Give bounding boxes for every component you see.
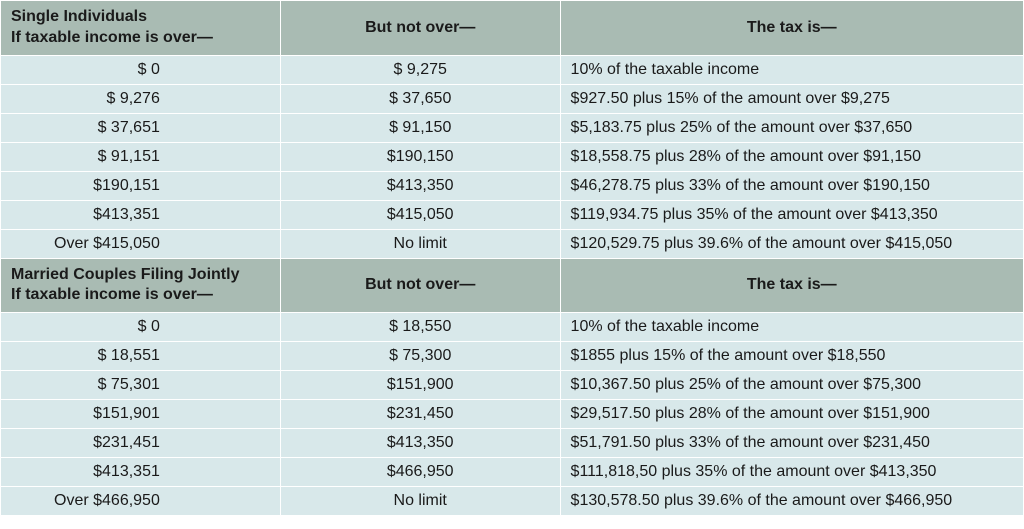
over-value: Over $466,950 [54, 492, 160, 510]
table-row: $ 37,651 $ 91,150 $5,183.75 plus 25% of … [1, 113, 1024, 142]
cell-tax: $120,529.75 plus 39.6% of the amount ove… [560, 229, 1023, 258]
cell-over: $ 91,151 [1, 142, 281, 171]
section-title-cell: Married Couples Filing Jointly If taxabl… [1, 258, 281, 313]
section-title-line1: Single Individuals [11, 8, 147, 25]
cell-notover: $151,900 [280, 371, 560, 400]
cell-tax: $119,934.75 plus 35% of the amount over … [560, 200, 1023, 229]
section-title-line2: If taxable income is over— [11, 286, 213, 303]
cell-notover: $ 75,300 [280, 342, 560, 371]
cell-tax: $5,183.75 plus 25% of the amount over $3… [560, 113, 1023, 142]
cell-over: $ 18,551 [1, 342, 281, 371]
cell-tax: $10,367.50 plus 25% of the amount over $… [560, 371, 1023, 400]
cell-notover: No limit [280, 229, 560, 258]
col-notover-header: But not over— [280, 258, 560, 313]
table-row: $151,901 $231,450 $29,517.50 plus 28% of… [1, 400, 1024, 429]
cell-over: $ 9,276 [1, 84, 281, 113]
cell-tax: $927.50 plus 15% of the amount over $9,2… [560, 84, 1023, 113]
col-tax-header: The tax is— [560, 258, 1023, 313]
over-value: Over $415,050 [54, 235, 160, 253]
over-value: $231,451 [93, 434, 160, 452]
table-row: $ 0 $ 18,550 10% of the taxable income [1, 313, 1024, 342]
cell-over: $ 37,651 [1, 113, 281, 142]
cell-tax: $51,791.50 plus 33% of the amount over $… [560, 429, 1023, 458]
cell-over: Over $415,050 [1, 229, 281, 258]
cell-over: $151,901 [1, 400, 281, 429]
cell-notover: $231,450 [280, 400, 560, 429]
table-row: Over $415,050 No limit $120,529.75 plus … [1, 229, 1024, 258]
col-tax-header: The tax is— [560, 1, 1023, 56]
cell-notover: $ 9,275 [280, 55, 560, 84]
cell-over: $413,351 [1, 200, 281, 229]
cell-tax: 10% of the taxable income [560, 55, 1023, 84]
table-row: $ 0 $ 9,275 10% of the taxable income [1, 55, 1024, 84]
tax-brackets-table: Single Individuals If taxable income is … [0, 0, 1024, 516]
over-value: $151,901 [93, 405, 160, 423]
over-value: $ 0 [138, 61, 160, 79]
cell-over: $ 0 [1, 55, 281, 84]
cell-notover: $415,050 [280, 200, 560, 229]
over-value: $413,351 [93, 463, 160, 481]
over-value: $ 91,151 [98, 148, 160, 166]
cell-tax: 10% of the taxable income [560, 313, 1023, 342]
table-row: $190,151 $413,350 $46,278.75 plus 33% of… [1, 171, 1024, 200]
cell-notover: $ 91,150 [280, 113, 560, 142]
cell-notover: No limit [280, 487, 560, 516]
cell-over: $231,451 [1, 429, 281, 458]
section-title-line2: If taxable income is over— [11, 29, 213, 46]
cell-notover: $413,350 [280, 171, 560, 200]
cell-notover: $ 18,550 [280, 313, 560, 342]
cell-tax: $111,818,50 plus 35% of the amount over … [560, 458, 1023, 487]
table-row: $ 9,276 $ 37,650 $927.50 plus 15% of the… [1, 84, 1024, 113]
cell-notover: $190,150 [280, 142, 560, 171]
section-header-row: Married Couples Filing Jointly If taxabl… [1, 258, 1024, 313]
cell-tax: $29,517.50 plus 28% of the amount over $… [560, 400, 1023, 429]
cell-over: $ 75,301 [1, 371, 281, 400]
over-value: $ 0 [138, 318, 160, 336]
table-body: Single Individuals If taxable income is … [1, 1, 1024, 516]
table-row: Over $466,950 No limit $130,578.50 plus … [1, 487, 1024, 516]
over-value: $ 9,276 [106, 90, 159, 108]
table-row: $413,351 $415,050 $119,934.75 plus 35% o… [1, 200, 1024, 229]
cell-over: $ 0 [1, 313, 281, 342]
cell-over: $190,151 [1, 171, 281, 200]
over-value: $ 75,301 [98, 376, 160, 394]
cell-over: Over $466,950 [1, 487, 281, 516]
table-row: $ 91,151 $190,150 $18,558.75 plus 28% of… [1, 142, 1024, 171]
table-row: $ 18,551 $ 75,300 $1855 plus 15% of the … [1, 342, 1024, 371]
cell-notover: $ 37,650 [280, 84, 560, 113]
cell-over: $413,351 [1, 458, 281, 487]
table-row: $ 75,301 $151,900 $10,367.50 plus 25% of… [1, 371, 1024, 400]
over-value: $413,351 [93, 206, 160, 224]
section-title-line1: Married Couples Filing Jointly [11, 266, 239, 283]
section-title-cell: Single Individuals If taxable income is … [1, 1, 281, 56]
col-notover-header: But not over— [280, 1, 560, 56]
cell-notover: $466,950 [280, 458, 560, 487]
table-row: $413,351 $466,950 $111,818,50 plus 35% o… [1, 458, 1024, 487]
table-row: $231,451 $413,350 $51,791.50 plus 33% of… [1, 429, 1024, 458]
over-value: $ 18,551 [98, 347, 160, 365]
cell-tax: $1855 plus 15% of the amount over $18,55… [560, 342, 1023, 371]
over-value: $ 37,651 [98, 119, 160, 137]
cell-tax: $46,278.75 plus 33% of the amount over $… [560, 171, 1023, 200]
cell-tax: $18,558.75 plus 28% of the amount over $… [560, 142, 1023, 171]
over-value: $190,151 [93, 177, 160, 195]
cell-notover: $413,350 [280, 429, 560, 458]
cell-tax: $130,578.50 plus 39.6% of the amount ove… [560, 487, 1023, 516]
section-header-row: Single Individuals If taxable income is … [1, 1, 1024, 56]
